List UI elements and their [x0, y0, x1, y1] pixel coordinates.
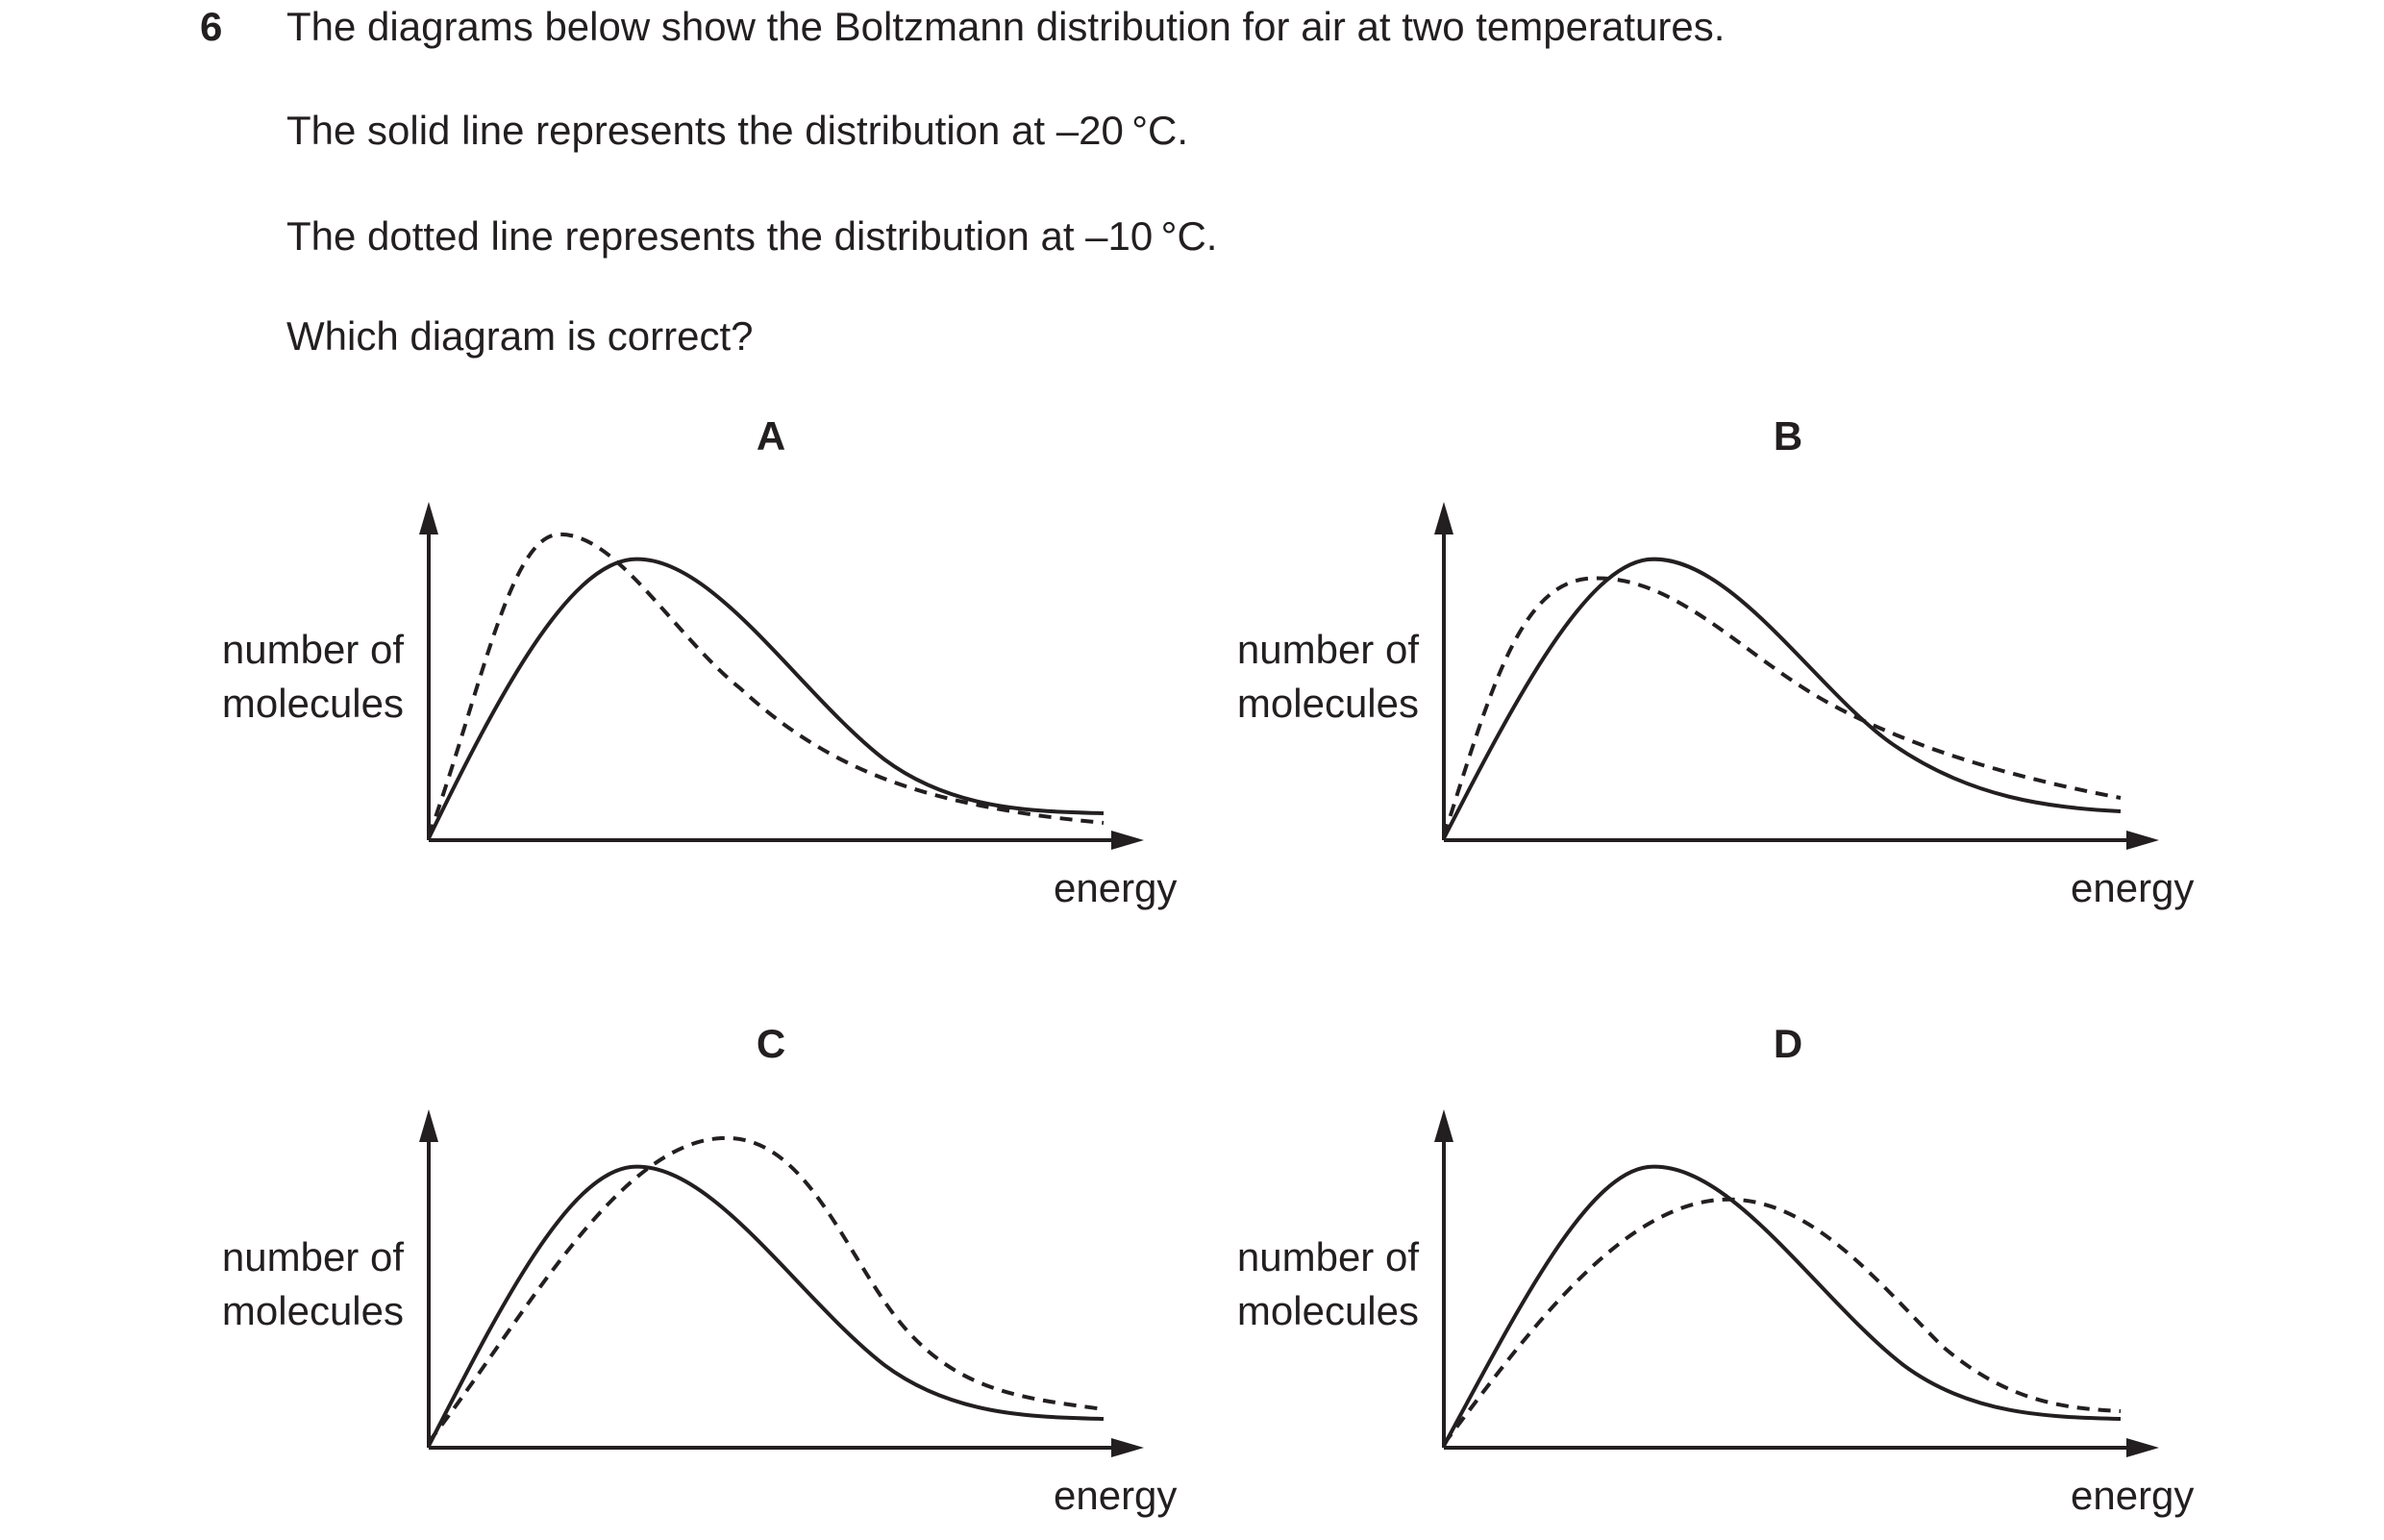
solid-curve-minus20	[427, 557, 1105, 839]
solid-curve-minus20	[1442, 1164, 2122, 1447]
option-letter-b: B	[1773, 413, 1803, 459]
option-letter-d: D	[1773, 1021, 1803, 1066]
x-axis-arrowhead	[1111, 1438, 1144, 1457]
x-axis-label: energy	[1054, 865, 1178, 910]
x-axis-arrowhead	[1111, 831, 1144, 850]
question-stem-line-4: Which diagram is correct?	[286, 313, 754, 359]
x-axis-arrowhead	[2126, 1438, 2159, 1457]
question-number: 6	[200, 4, 223, 49]
x-axis-arrowhead	[2126, 831, 2159, 850]
x-axis-label: energy	[2071, 1473, 2195, 1518]
y-axis-arrowhead	[419, 502, 438, 534]
y-axis-label: number of molecules	[221, 1234, 404, 1333]
y-axis-arrowhead	[419, 1109, 438, 1142]
dotted-curve-minus10	[1442, 1197, 2122, 1446]
y-axis-label: number of molecules	[1236, 1234, 1419, 1333]
x-axis-label: energy	[1054, 1473, 1178, 1518]
x-axis-label: energy	[2071, 865, 2195, 910]
question-stem-line-1: The diagrams below show the Boltzmann di…	[286, 4, 1726, 49]
dotted-curve-minus10	[427, 1135, 1105, 1444]
y-axis-label: number of molecules	[1236, 627, 1419, 726]
solid-curve-minus20	[1442, 557, 2122, 839]
dotted-curve-minus10	[427, 532, 1105, 837]
option-letter-a: A	[756, 413, 786, 459]
y-axis-arrowhead	[1434, 1109, 1453, 1142]
y-axis-arrowhead	[1434, 502, 1453, 534]
solid-curve-minus20	[427, 1164, 1105, 1447]
option-letter-c: C	[756, 1021, 786, 1066]
y-axis-label: number of molecules	[221, 627, 404, 726]
question-stem-line-3: The dotted line represents the distribut…	[286, 213, 1218, 259]
question-stem-line-2: The solid line represents the distributi…	[286, 108, 1189, 153]
